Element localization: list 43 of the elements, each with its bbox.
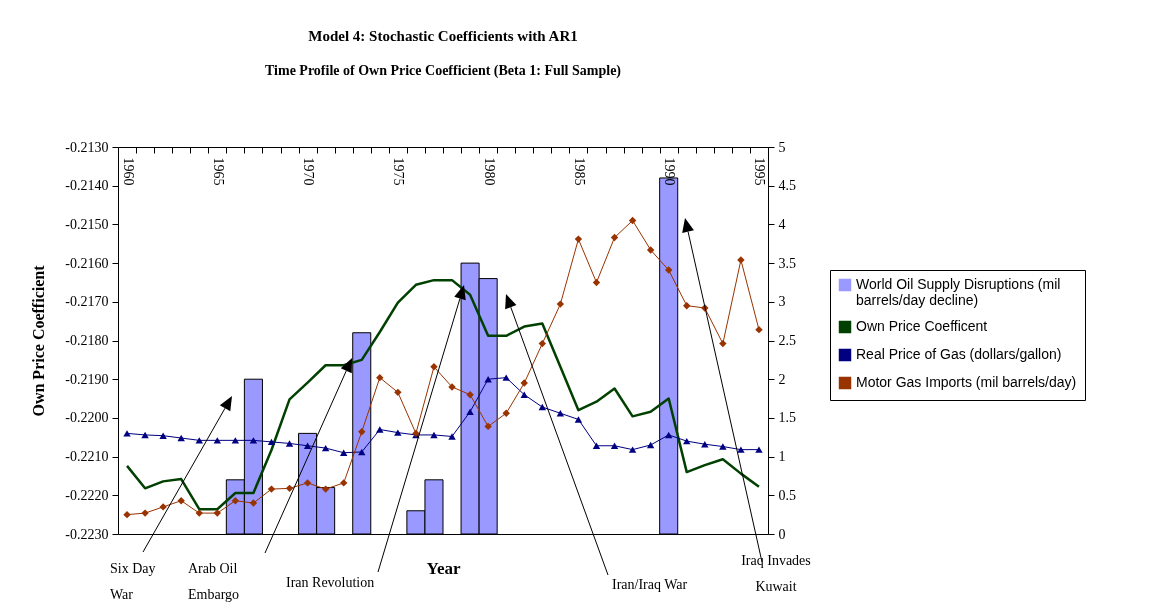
y2-tick-label: 0.5: [778, 487, 796, 503]
y2-tick-label: 3: [778, 294, 786, 310]
x-tick-label: 1980: [481, 157, 497, 186]
y-tick-label: -0.2220: [65, 487, 109, 503]
y2-tick-label: 5: [778, 139, 786, 155]
y2-tick-label: 4.5: [778, 178, 796, 194]
text: Iraq Invades Kuwait: [740, 552, 812, 596]
y2-tick-label: 2: [778, 371, 786, 387]
y-tick-label: -0.2160: [65, 255, 109, 271]
y2-tick-label: 4: [778, 216, 786, 232]
text: Iran Revolution: [286, 574, 376, 592]
y-tick-label: -0.2150: [65, 216, 109, 232]
x-tick-label: 1985: [571, 157, 587, 186]
y-tick-label: -0.2200: [65, 410, 109, 426]
x-tick-label: 1990: [662, 157, 678, 186]
y2-tick-label: 0: [778, 526, 786, 542]
chart-title: Model 4: Stochastic Coefficients with AR1: [308, 28, 578, 44]
y-tick-label: -0.2180: [65, 333, 109, 348]
x-tick-label: 1970: [301, 157, 317, 186]
legend-label: Motor Gas Imports (mil barrels/day): [856, 374, 1077, 390]
y-tick-label: -0.2210: [65, 449, 109, 465]
chart-subtitle: Time Profile of Own Price Coefficient (Beta 1: Full Sample): [264, 63, 622, 79]
text: Iran/Iraq War: [612, 576, 689, 594]
legend-label: World Oil Supply Disruptions (mil barrels/day decline): [856, 276, 1061, 308]
y2-tick-label: 1: [778, 449, 786, 465]
y-axis-title: Own Price Coefficient: [30, 264, 48, 417]
x-tick-label: 1960: [120, 157, 136, 186]
y2-tick-label: 3.5: [778, 255, 796, 271]
x-tick-label: 1995: [752, 157, 768, 186]
y-tick-label: -0.2190: [65, 371, 109, 387]
y-tick-label: -0.2140: [65, 178, 109, 194]
x-axis-title: Year: [426, 558, 461, 578]
legend-label: Real Price of Gas (dollars/gallon): [856, 346, 1062, 362]
x-tick-label: 1975: [391, 157, 407, 186]
y2-tick-label: 1.5: [778, 410, 796, 426]
text: Arab Oil Embargo: [188, 560, 241, 604]
y2-tick-label: 2.5: [778, 333, 796, 348]
text: Six Day War: [110, 560, 157, 604]
x-tick-label: 1965: [210, 157, 226, 186]
y-tick-label: -0.2230: [65, 526, 109, 542]
legend-label: Own Price Coefficent: [856, 318, 988, 334]
y-tick-label: -0.2170: [65, 294, 109, 310]
y-tick-label: -0.2130: [65, 139, 109, 155]
